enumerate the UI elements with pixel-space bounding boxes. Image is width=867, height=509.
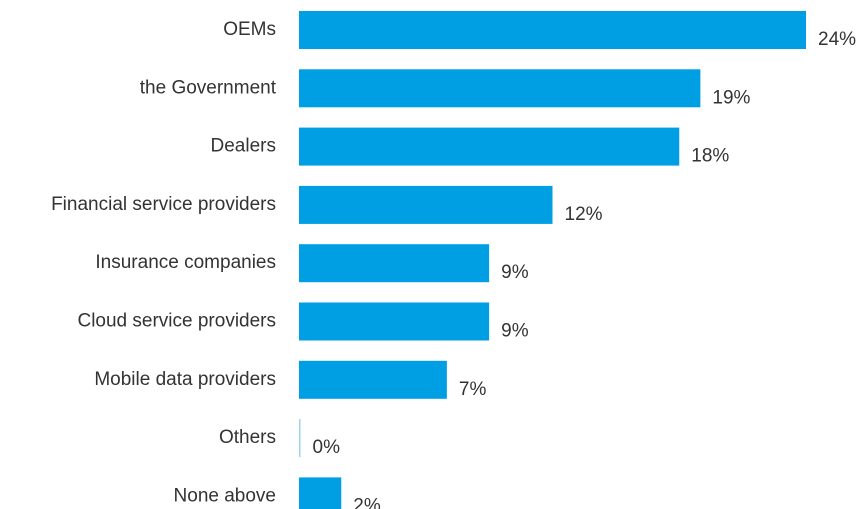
category-label: Financial service providers xyxy=(51,194,276,215)
value-label: 2% xyxy=(353,495,381,509)
value-label: 12% xyxy=(565,204,603,225)
bar xyxy=(299,244,490,283)
value-label: 7% xyxy=(459,379,487,400)
value-label: 19% xyxy=(712,87,750,108)
value-label: 24% xyxy=(818,29,856,50)
bar xyxy=(299,477,342,509)
bar xyxy=(299,69,701,108)
bar xyxy=(299,185,553,224)
value-label: 9% xyxy=(501,262,529,283)
category-label: Others xyxy=(219,427,276,448)
value-label: 9% xyxy=(501,321,529,342)
category-label: Dealers xyxy=(211,136,276,157)
bar xyxy=(299,11,806,49)
category-label: Cloud service providers xyxy=(77,311,276,332)
category-label: the Government xyxy=(140,77,277,98)
bar xyxy=(299,127,680,166)
category-label: None above xyxy=(174,485,276,506)
category-label: OEMs xyxy=(223,19,276,40)
bar xyxy=(299,360,447,399)
bar xyxy=(299,419,301,458)
bar xyxy=(299,302,490,341)
value-label: 18% xyxy=(691,146,729,167)
value-label: 0% xyxy=(313,437,341,458)
category-label: Mobile data providers xyxy=(94,369,276,390)
category-label: Insurance companies xyxy=(95,252,276,273)
